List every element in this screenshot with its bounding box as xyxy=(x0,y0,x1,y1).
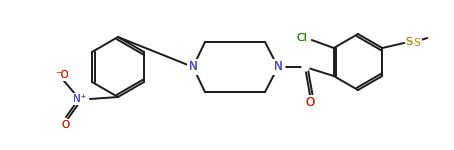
Text: O: O xyxy=(306,96,315,110)
Text: O: O xyxy=(62,120,70,130)
Text: N⁺: N⁺ xyxy=(74,94,87,104)
Text: –S: –S xyxy=(409,38,421,48)
Text: S: S xyxy=(406,37,413,47)
Text: ⁻O: ⁻O xyxy=(55,70,69,80)
Text: O: O xyxy=(62,120,70,130)
Text: N: N xyxy=(274,60,282,74)
Text: O: O xyxy=(306,96,315,110)
Text: ⁻O: ⁻O xyxy=(55,70,69,80)
Text: N: N xyxy=(188,60,197,74)
Text: N: N xyxy=(188,60,197,74)
Text: Cl: Cl xyxy=(296,33,307,43)
Text: S: S xyxy=(406,37,413,47)
Text: Cl: Cl xyxy=(296,33,307,43)
Text: N⁺: N⁺ xyxy=(74,94,87,104)
Text: N: N xyxy=(274,60,282,74)
